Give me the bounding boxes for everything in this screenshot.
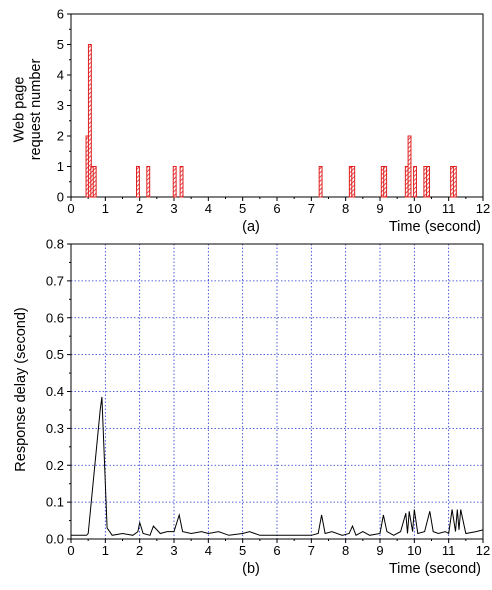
x-tick-label: 8 — [342, 543, 349, 558]
y-tick-label: 3 — [57, 98, 64, 113]
x-tick-label: 12 — [476, 201, 490, 216]
y-tick-label: 0.4 — [46, 384, 64, 399]
x-tick-label: 10 — [407, 543, 421, 558]
bar — [87, 44, 92, 198]
x-tick-label: 0 — [67, 543, 74, 558]
x-tick-label: 0 — [67, 201, 74, 216]
x-tick-label: 5 — [239, 543, 246, 558]
x-tick-label: 6 — [273, 201, 280, 216]
x-tick-label: 2 — [136, 543, 143, 558]
y-tick-label: 0.6 — [46, 310, 64, 325]
x-axis-label: Time (second) — [389, 219, 481, 235]
response-delay-line — [71, 396, 483, 537]
x-tick-label: 3 — [170, 543, 177, 558]
bar — [426, 166, 431, 198]
x-tick-label: 9 — [376, 543, 383, 558]
y-tick-label: 1 — [57, 159, 64, 174]
bar — [179, 166, 184, 198]
y-tick-label: 0.7 — [46, 273, 64, 288]
x-tick-label: 4 — [205, 201, 212, 216]
bar — [413, 166, 417, 198]
y-tick-label: 4 — [57, 68, 64, 83]
plot-frame — [70, 13, 484, 198]
y-tick-label: 0.2 — [46, 458, 64, 473]
bar — [92, 166, 97, 198]
y-axis-label-line: request number — [28, 59, 44, 161]
x-axis-label: Time (second) — [389, 561, 481, 577]
x-tick-label: 1 — [102, 201, 109, 216]
x-tick-label: 11 — [442, 543, 456, 558]
y-tick-label: 0.3 — [46, 421, 64, 436]
x-tick-label: 8 — [342, 201, 349, 216]
x-tick-label: 9 — [376, 201, 383, 216]
panel-caption: (a) — [242, 219, 260, 235]
y-tick-label: 0.1 — [46, 495, 64, 510]
x-tick-label: 11 — [442, 201, 456, 216]
x-tick-label: 10 — [407, 201, 421, 216]
y-tick-label: 0.8 — [46, 237, 64, 252]
y-axis-label: Response delay (second) — [13, 307, 29, 471]
bar — [383, 166, 388, 198]
y-axis-label: Web pagerequest number — [12, 59, 45, 161]
x-tick-label: 4 — [205, 543, 212, 558]
x-tick-label: 5 — [239, 201, 246, 216]
bar — [136, 166, 140, 198]
y-tick-label: 0 — [57, 190, 64, 205]
x-tick-label: 7 — [308, 201, 315, 216]
y-tick-label: 0.5 — [46, 347, 64, 362]
x-tick-label: 1 — [102, 543, 109, 558]
y-tick-label: 5 — [57, 37, 64, 52]
bar — [172, 166, 177, 198]
y-tick-label: 0.0 — [46, 532, 64, 547]
chart-panel-b: 0 1 2 3 4 5 6 7 8 9 10 11 120.00.10.20.30.40.50.60.7… — [13, 237, 490, 578]
bar — [318, 166, 323, 198]
x-tick-label: 12 — [476, 543, 490, 558]
bar — [452, 166, 457, 198]
y-tick-label: 2 — [57, 129, 64, 144]
panel-caption: (b) — [242, 561, 260, 577]
x-tick-label: 3 — [170, 201, 177, 216]
bar — [407, 135, 412, 198]
y-axis-label-line: Web page — [12, 77, 28, 143]
x-tick-label: 7 — [308, 543, 315, 558]
bar — [351, 166, 356, 198]
bar — [146, 166, 151, 198]
x-tick-label: 6 — [273, 543, 280, 558]
y-tick-label: 6 — [57, 7, 64, 22]
x-tick-label: 2 — [136, 201, 143, 216]
